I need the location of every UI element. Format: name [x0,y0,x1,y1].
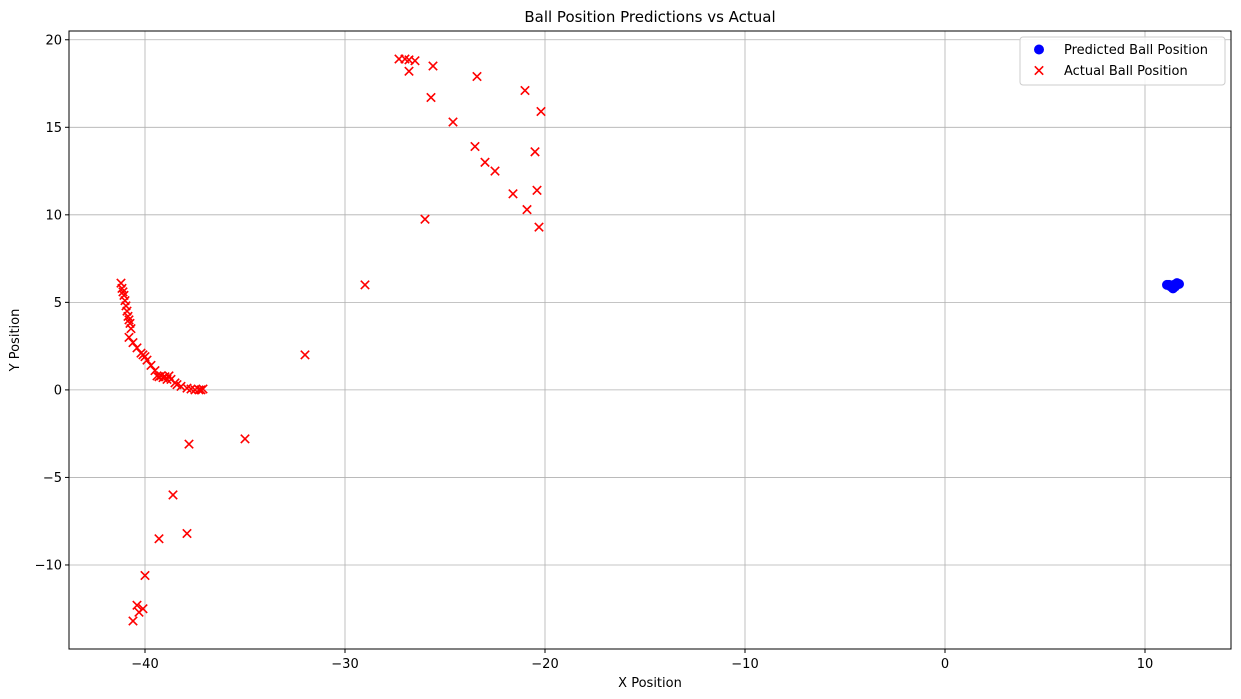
actual-point [132,600,142,610]
actual-point [470,141,480,152]
legend-box [1019,36,1226,86]
actual-point [182,528,192,539]
actual-point [168,490,178,500]
actual-point [532,185,542,196]
actual-point [420,214,430,224]
actual-point [480,157,490,168]
x-axis-label: X Position [618,676,682,691]
x-tick-label: −10 [731,657,758,672]
y-tick-label: −10 [35,558,62,573]
actual-point [126,323,136,334]
actual-point [428,61,438,71]
y-axis-ticks: −10 −5 0 5 10 15 20 [35,33,69,573]
y-axis-label: Y Position [8,309,23,373]
x-tick-label: 10 [1137,657,1154,672]
actual-point [128,616,138,626]
actual-point [300,350,310,360]
x-axis-ticks: −40 −30 −20 −10 0 10 [131,649,1153,672]
actual-point [522,204,532,215]
y-tick-label: −5 [43,471,62,486]
actual-point [508,189,518,199]
legend-marker-actual [1034,65,1044,76]
chart-title: Ball Position Predictions vs Actual [524,8,775,26]
y-tick-label: 0 [54,383,62,398]
y-tick-label: 5 [54,296,62,311]
x-tick-label: −40 [131,657,158,672]
actual-point [146,360,156,371]
legend-label-predicted: Predicted Ball Position [1064,43,1208,58]
actual-point [404,66,414,77]
x-tick-label: −30 [331,657,358,672]
actual-point [184,439,194,449]
actual-point [140,570,150,581]
y-tick-label: 10 [45,208,62,223]
legend: Predicted Ball Position Actual Ball Posi… [1019,36,1226,86]
actual-point [490,166,500,176]
y-tick-label: 15 [45,121,62,136]
actual-point [448,117,458,127]
actual-point [426,92,436,103]
data-points [116,54,1184,626]
actual-point [124,332,134,343]
actual-point [154,533,164,544]
legend-marker-predicted [1034,44,1044,55]
actual-point [176,381,186,392]
predicted-point [1167,280,1177,291]
legend-label-actual: Actual Ball Position [1064,64,1188,79]
grid-lines [69,31,1231,649]
actual-point [360,280,370,290]
actual-point [534,222,544,232]
actual-point [198,384,208,394]
actual-point [128,337,138,348]
actual-point [240,434,250,444]
actual-point [142,355,152,365]
y-tick-label: 20 [45,33,62,48]
actual-point [536,106,546,117]
x-tick-label: −20 [531,657,558,672]
x-tick-label: 0 [941,657,949,672]
plot-frame [68,30,1232,650]
legend-x-mark [1034,65,1044,76]
actual-point [410,55,420,66]
actual-point [472,71,482,82]
actual-point [520,85,530,96]
actual-point [138,350,148,360]
actual-point [530,147,540,157]
actual-point [134,607,144,618]
